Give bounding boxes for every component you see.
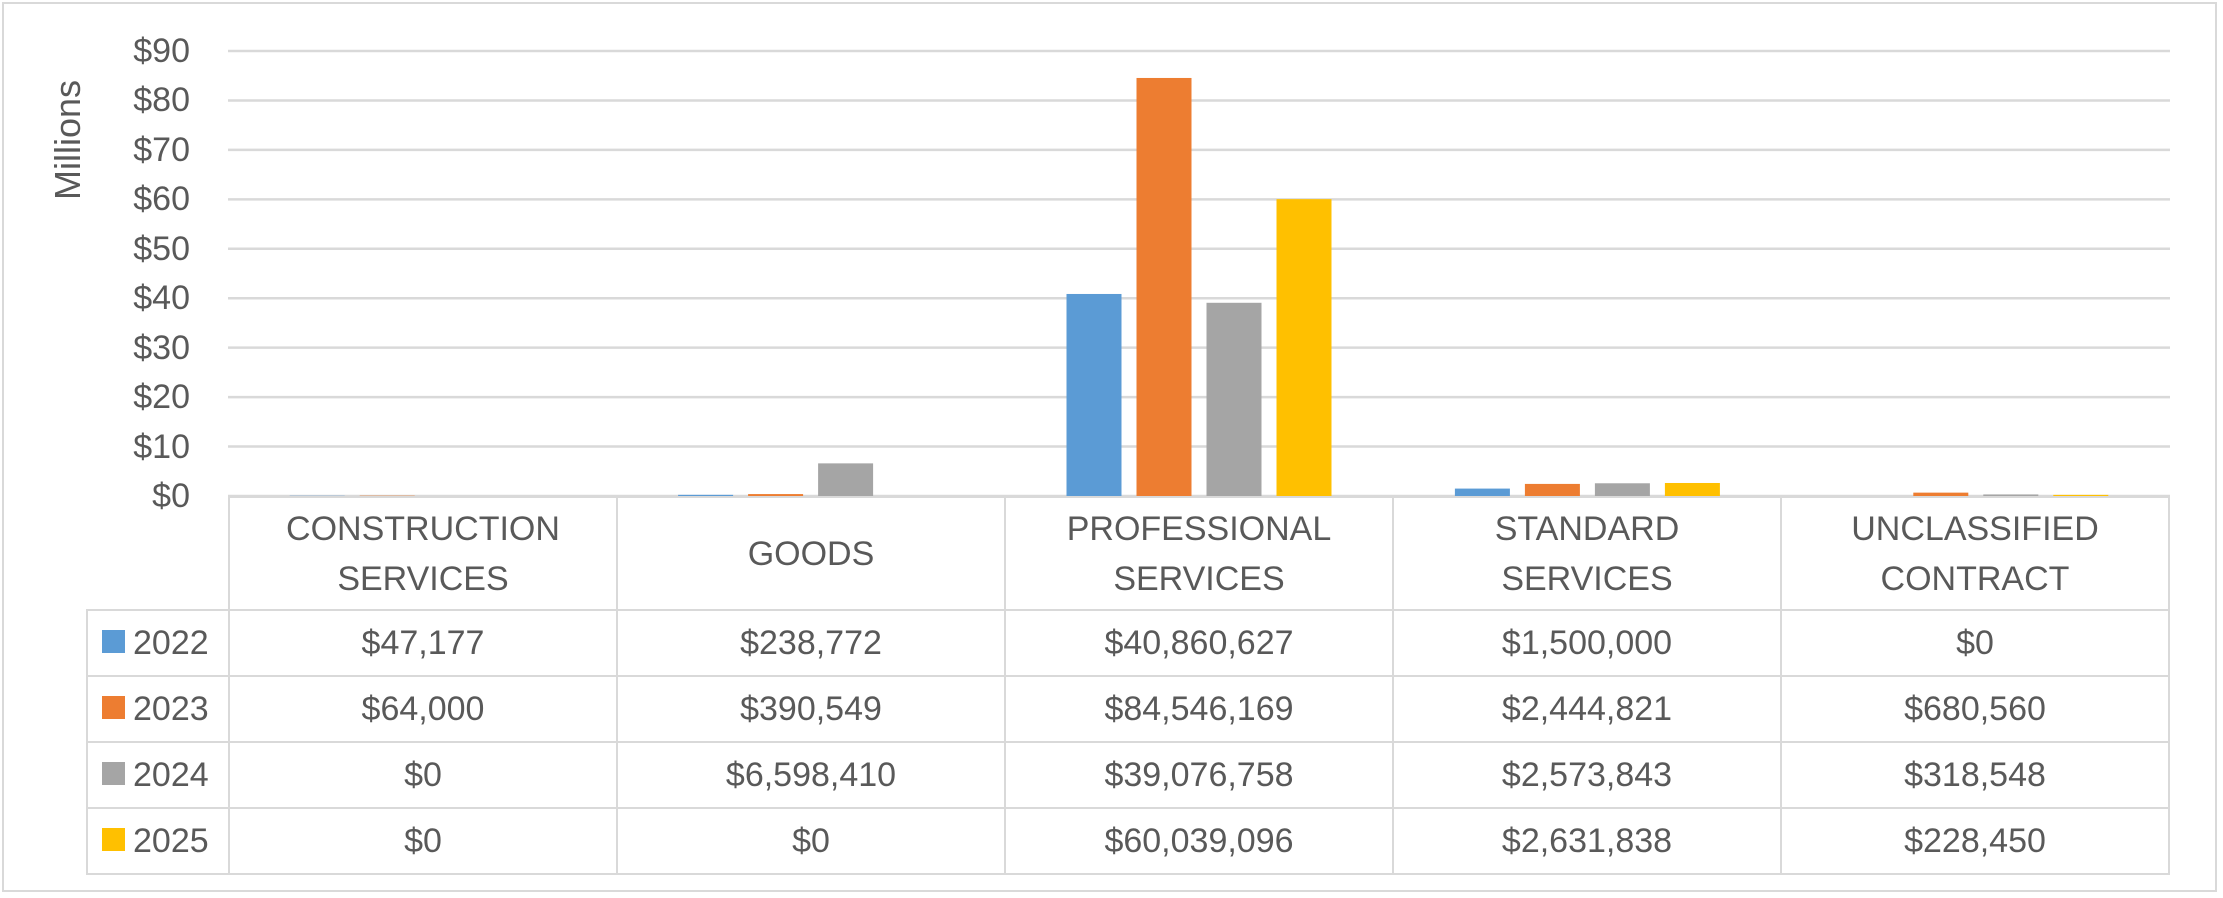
table-row: 2024 $0 $6,598,410 $39,076,758 $2,573,843 $31… [86, 741, 2170, 809]
data-label: $60,039,096 [1004, 807, 1394, 875]
data-label: $238,772 [616, 609, 1006, 677]
data-label: $64,000 [228, 675, 618, 743]
category-label: PROFESSIONAL SERVICES [1004, 496, 1394, 611]
legend-label: 2025 [133, 821, 209, 860]
category-label: GOODS [616, 496, 1006, 611]
bar-2023-goods [748, 494, 804, 496]
data-label: $1,500,000 [1392, 609, 1782, 677]
bar-2022-professional-services [1066, 293, 1122, 496]
y-tick-label: $50 [133, 229, 190, 268]
legend-swatch-icon [102, 762, 125, 786]
bar-2025-professional-services [1276, 199, 1332, 497]
category-label-text: GOODS [747, 534, 875, 573]
y-tick-label: $80 [133, 81, 190, 120]
data-label: $228,450 [1780, 807, 2170, 875]
data-label: $84,546,169 [1004, 675, 1394, 743]
category-label: CONSTRUCTION SERVICES [228, 496, 618, 611]
legend-entry-2025: 2025 [86, 807, 230, 875]
data-label: $47,177 [228, 609, 618, 677]
category-label-text: STANDARD SERVICES [1494, 509, 1680, 598]
legend-label: 2022 [133, 623, 209, 662]
legend-entry-2023: 2023 [86, 675, 230, 743]
data-label: $0 [1780, 609, 2170, 677]
table-row: 2022 $47,177 $238,772 $40,860,627 $1,500,000… [86, 609, 2170, 677]
bar-2022-goods [678, 494, 734, 497]
data-label: $318,548 [1780, 741, 2170, 809]
category-label-text: UNCLASSIFIED CONTRACT [1851, 509, 2099, 598]
bars [289, 77, 2109, 498]
legend-label: 2023 [133, 689, 209, 728]
y-tick-label: $20 [133, 378, 190, 417]
y-tick-label: $30 [133, 328, 190, 367]
data-label: $0 [228, 807, 618, 875]
data-label: $680,560 [1780, 675, 2170, 743]
table-row: 2023 $64,000 $390,549 $84,546,169 $2,444,821… [86, 675, 2170, 743]
category-label: STANDARD SERVICES [1392, 496, 1782, 611]
table-row: 2025 $0 $0 $60,039,096 $2,631,838 $228,450 [86, 807, 2170, 875]
bar-2025-unclassified-contract [2053, 494, 2109, 497]
legend-label: 2024 [133, 755, 209, 794]
data-label: $0 [228, 741, 618, 809]
table-header-row: CONSTRUCTION SERVICES GOODS PROFESSIONAL S… [87, 496, 2170, 611]
gridlines [228, 49, 2170, 498]
legend-swatch-icon [102, 630, 125, 654]
category-label-text: CONSTRUCTION SERVICES [286, 509, 560, 598]
bar-2022-standard-services [1454, 488, 1510, 496]
bar-2024-goods [818, 463, 874, 496]
bar-2023-professional-services [1136, 77, 1192, 497]
category-label-text: PROFESSIONAL SERVICES [1066, 509, 1332, 598]
data-label: $0 [616, 807, 1006, 875]
data-label: $2,573,843 [1392, 741, 1782, 809]
data-label: $39,076,758 [1004, 741, 1394, 809]
bar-2024-unclassified-contract [1983, 494, 2039, 496]
data-label: $2,444,821 [1392, 675, 1782, 743]
bar-2024-professional-services [1206, 302, 1262, 496]
legend-swatch-icon [102, 696, 125, 720]
data-label: $390,549 [616, 675, 1006, 743]
y-tick-label: $40 [133, 279, 190, 318]
y-tick-label: $90 [133, 32, 190, 70]
category-label: UNCLASSIFIED CONTRACT [1780, 496, 2170, 611]
bar-2023-unclassified-contract [1913, 492, 1969, 496]
data-label: $6,598,410 [616, 741, 1006, 809]
table-corner [87, 497, 230, 611]
data-table: CONSTRUCTION SERVICES GOODS PROFESSIONAL S… [86, 496, 2170, 875]
data-label: $2,631,838 [1392, 807, 1782, 875]
data-label: $40,860,627 [1004, 609, 1394, 677]
bar-2024-standard-services [1594, 483, 1650, 496]
y-axis-title: Millions [47, 79, 88, 201]
legend-entry-2024: 2024 [86, 741, 230, 809]
y-tick-label: $60 [133, 180, 190, 219]
legend-entry-2022: 2022 [86, 609, 230, 677]
bar-2025-standard-services [1664, 482, 1720, 496]
y-tick-label: $10 [133, 427, 190, 466]
y-tick-label: $70 [133, 130, 190, 169]
legend-swatch-icon [102, 828, 125, 852]
bar-2023-standard-services [1524, 483, 1580, 496]
